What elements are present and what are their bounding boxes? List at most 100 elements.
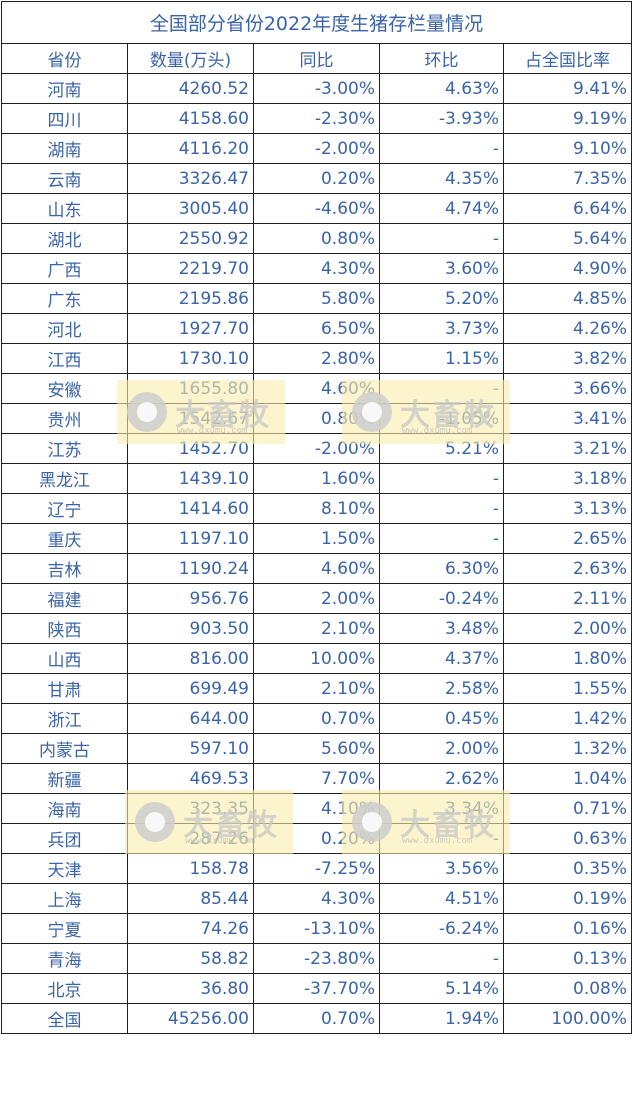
- cell-province: 甘肃: [1, 673, 128, 704]
- cell-quantity: 1439.10: [127, 463, 254, 494]
- cell-mom: 3.73%: [379, 313, 504, 344]
- cell-mom: 5.21%: [379, 433, 504, 464]
- cell-share: 3.21%: [502, 433, 632, 464]
- cell-province: 江苏: [1, 433, 128, 464]
- cell-yoy: 6.50%: [253, 313, 380, 344]
- header-province: 省份: [1, 43, 128, 74]
- cell-quantity: 644.00: [127, 703, 254, 734]
- cell-mom: -: [379, 223, 504, 254]
- cell-province: 全国: [1, 1003, 128, 1034]
- table-row: 浙江 644.00 0.70% 0.45% 1.42%: [1, 703, 632, 734]
- cell-yoy: 0.70%: [253, 1003, 380, 1034]
- cell-quantity: 1452.70: [127, 433, 254, 464]
- cell-share: 3.66%: [502, 373, 632, 404]
- cell-quantity: 4116.20: [127, 133, 254, 164]
- cell-province: 青海: [1, 943, 128, 974]
- cell-mom: 5.14%: [379, 973, 504, 1004]
- cell-share: 2.65%: [502, 523, 632, 554]
- cell-share: 4.26%: [502, 313, 632, 344]
- table-row: 江西 1730.10 2.80% 1.15% 3.82%: [1, 343, 632, 374]
- table-row: 河南 4260.52 -3.00% 4.63% 9.41%: [1, 73, 632, 104]
- header-mom: 环比: [379, 43, 504, 74]
- cell-share: 1.80%: [502, 643, 632, 674]
- cell-mom: -: [379, 463, 504, 494]
- table-row: 广东 2195.86 5.80% 5.20% 4.85%: [1, 283, 632, 314]
- cell-share: 3.18%: [502, 463, 632, 494]
- cell-yoy: -7.25%: [253, 853, 380, 884]
- cell-quantity: 45256.00: [127, 1003, 254, 1034]
- cell-mom: 6.30%: [379, 553, 504, 584]
- cell-yoy: 4.10%: [253, 793, 380, 824]
- cell-share: 9.41%: [502, 73, 632, 104]
- cell-province: 四川: [1, 103, 128, 134]
- cell-yoy: 10.00%: [253, 643, 380, 674]
- cell-yoy: 4.30%: [253, 253, 380, 284]
- cell-province: 浙江: [1, 703, 128, 734]
- cell-quantity: 1655.80: [127, 373, 254, 404]
- cell-quantity: 4260.52: [127, 73, 254, 104]
- cell-yoy: 2.10%: [253, 673, 380, 704]
- cell-mom: 3.34%: [379, 793, 504, 824]
- cell-quantity: 1197.10: [127, 523, 254, 554]
- cell-quantity: 287.26: [127, 823, 254, 854]
- cell-quantity: 158.78: [127, 853, 254, 884]
- cell-mom: -: [379, 133, 504, 164]
- cell-share: 0.35%: [502, 853, 632, 884]
- cell-share: 9.19%: [502, 103, 632, 134]
- cell-mom: 2.58%: [379, 673, 504, 704]
- cell-yoy: -2.30%: [253, 103, 380, 134]
- table-row: 海南 323.35 4.10% 3.34% 0.71%: [1, 793, 632, 824]
- cell-share: 0.63%: [502, 823, 632, 854]
- cell-mom: 1.94%: [379, 1003, 504, 1034]
- cell-mom: 1.15%: [379, 343, 504, 374]
- table-title: 全国部分省份2022年度生猪存栏量情况: [0, 1, 632, 44]
- table-header-row: 省份 数量(万头) 同比 环比 占全国比率: [1, 43, 632, 74]
- header-share: 占全国比率: [502, 43, 632, 74]
- cell-mom: 2.00%: [379, 733, 504, 764]
- cell-yoy: 1.60%: [253, 463, 380, 494]
- cell-share: 3.82%: [502, 343, 632, 374]
- cell-yoy: 2.80%: [253, 343, 380, 374]
- table-row: 云南 3326.47 0.20% 4.35% 7.35%: [1, 163, 632, 194]
- cell-share: 3.41%: [502, 403, 632, 434]
- table-row: 宁夏 74.26 -13.10% -6.24% 0.16%: [1, 913, 632, 944]
- cell-province: 湖南: [1, 133, 128, 164]
- cell-share: 0.71%: [502, 793, 632, 824]
- cell-mom: 4.74%: [379, 193, 504, 224]
- cell-province: 上海: [1, 883, 128, 914]
- cell-province: 河北: [1, 313, 128, 344]
- cell-quantity: 2550.92: [127, 223, 254, 254]
- cell-mom: 0.45%: [379, 703, 504, 734]
- cell-mom: -: [379, 373, 504, 404]
- table-row: 广西 2219.70 4.30% 3.60% 4.90%: [1, 253, 632, 284]
- cell-province: 陕西: [1, 613, 128, 644]
- cell-province: 海南: [1, 793, 128, 824]
- cell-mom: -: [379, 823, 504, 854]
- cell-share: 0.16%: [502, 913, 632, 944]
- table-title-row: 全国部分省份2022年度生猪存栏量情况: [0, 1, 632, 44]
- cell-quantity: 469.53: [127, 763, 254, 794]
- cell-province: 新疆: [1, 763, 128, 794]
- cell-quantity: 36.80: [127, 973, 254, 1004]
- cell-province: 内蒙古: [1, 733, 128, 764]
- cell-share: 0.19%: [502, 883, 632, 914]
- cell-quantity: 816.00: [127, 643, 254, 674]
- table-row: 河北 1927.70 6.50% 3.73% 4.26%: [1, 313, 632, 344]
- table-row: 湖南 4116.20 -2.00% -9.10%: [1, 133, 632, 164]
- cell-yoy: 7.70%: [253, 763, 380, 794]
- cell-mom: 4.51%: [379, 883, 504, 914]
- cell-quantity: 956.76: [127, 583, 254, 614]
- cell-province: 宁夏: [1, 913, 128, 944]
- cell-yoy: -13.10%: [253, 913, 380, 944]
- cell-province: 山东: [1, 193, 128, 224]
- cell-quantity: 85.44: [127, 883, 254, 914]
- cell-quantity: 323.35: [127, 793, 254, 824]
- table-row: 甘肃 699.49 2.10% 2.58% 1.55%: [1, 673, 632, 704]
- cell-mom: -: [379, 523, 504, 554]
- cell-share: 5.64%: [502, 223, 632, 254]
- header-quantity: 数量(万头): [127, 43, 254, 74]
- cell-province: 辽宁: [1, 493, 128, 524]
- cell-share: 4.90%: [502, 253, 632, 284]
- cell-mom: 3.56%: [379, 853, 504, 884]
- cell-yoy: -3.00%: [253, 73, 380, 104]
